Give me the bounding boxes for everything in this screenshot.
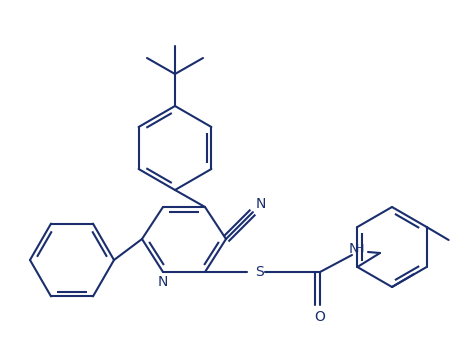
Text: N: N bbox=[158, 275, 168, 289]
Text: O: O bbox=[314, 310, 325, 324]
Text: H: H bbox=[356, 244, 364, 254]
Text: S: S bbox=[255, 265, 263, 279]
Text: N: N bbox=[256, 197, 266, 211]
Text: N: N bbox=[349, 242, 359, 256]
